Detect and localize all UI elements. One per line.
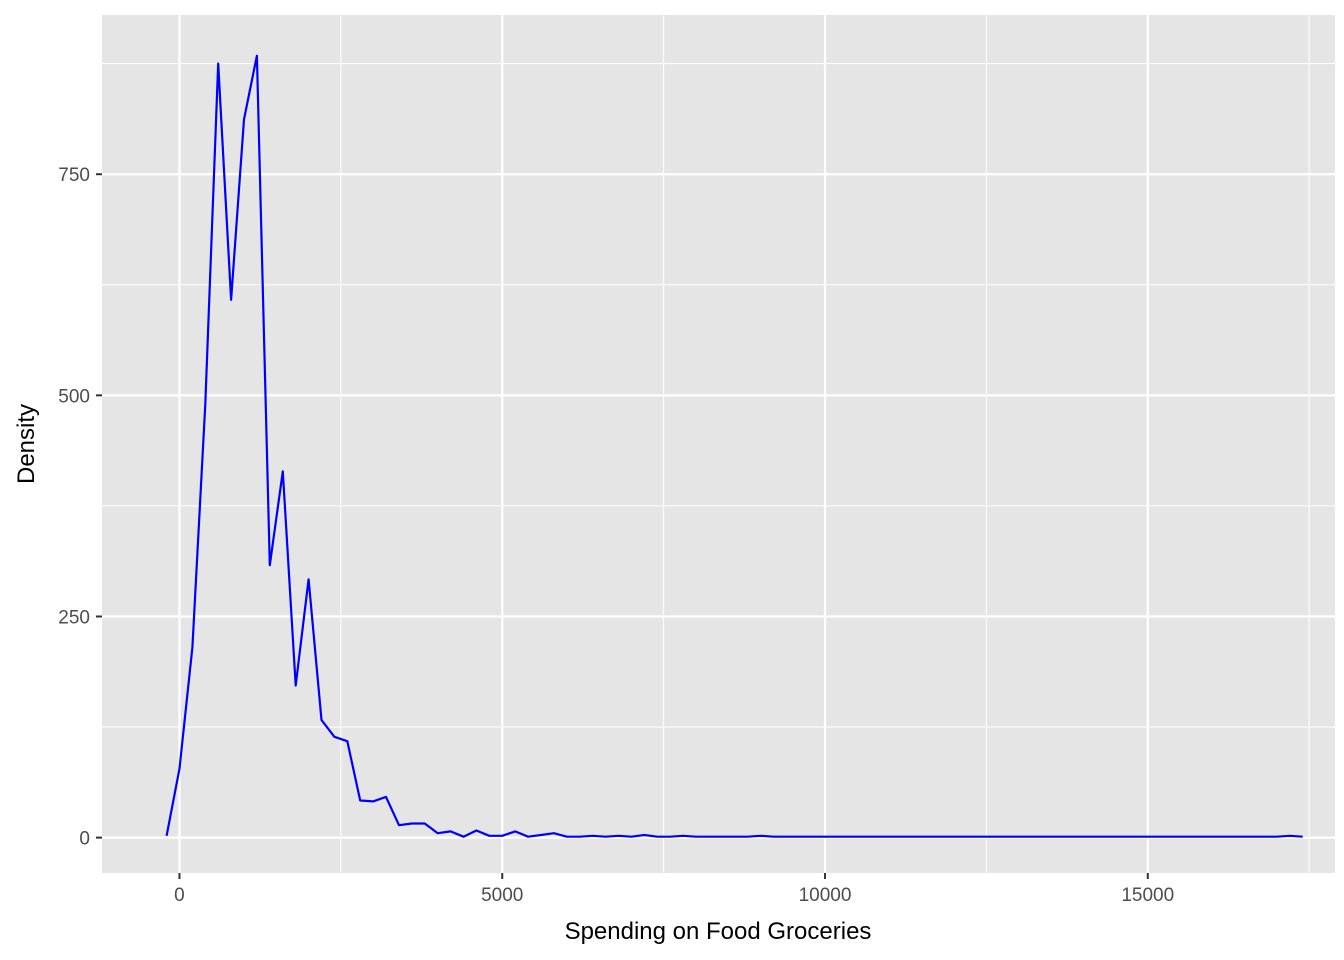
y-tick-label: 750 — [58, 165, 90, 186]
x-tick-label: 10000 — [799, 885, 852, 906]
density-line — [165, 54, 1303, 838]
y-axis: 0 250 500 750 — [58, 165, 102, 850]
plot-panel — [102, 15, 1335, 873]
x-axis-title: Spending on Food Groceries — [565, 918, 872, 945]
x-tick-label: 0 — [174, 885, 185, 906]
y-axis-title: Density — [13, 404, 40, 484]
series-layer — [165, 54, 1303, 838]
y-tick-label: 500 — [58, 386, 90, 407]
y-tick-label: 250 — [58, 607, 90, 628]
minor-gridlines — [102, 15, 1335, 873]
x-tick-label: 5000 — [481, 885, 523, 906]
x-tick-label: 15000 — [1121, 885, 1174, 906]
x-axis: 0 5000 10000 15000 — [174, 873, 1174, 906]
y-tick-label: 0 — [79, 829, 90, 850]
